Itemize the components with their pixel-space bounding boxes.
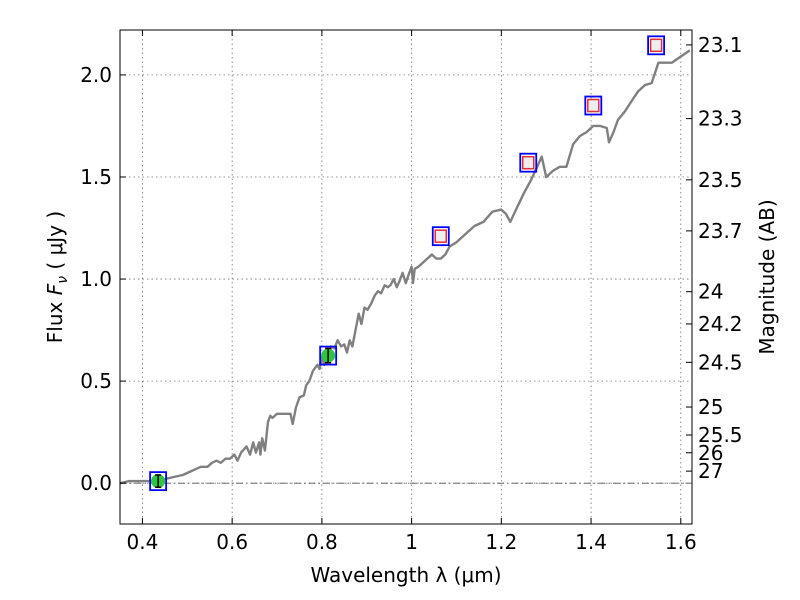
y2-tick-label: 25: [698, 395, 723, 419]
upper-limit-marker: [587, 98, 600, 113]
y2-tick-label: 24.2: [698, 312, 743, 336]
plot-frame: [119, 29, 693, 525]
series-group: [119, 49, 691, 485]
upper-limit-marker: [434, 229, 448, 243]
model-flux-marker: [519, 152, 538, 173]
y2-tick-label: 24.5: [698, 350, 743, 374]
y-tick-label: 0.0: [80, 471, 112, 495]
y-tick-label: 2.0: [80, 63, 112, 87]
spectrum-line: [119, 49, 691, 485]
model-flux-marker: [647, 35, 666, 56]
y-tick-label: 1.5: [80, 165, 112, 189]
marker-group: [149, 35, 666, 492]
y2-tick-label: 23.7: [698, 219, 743, 243]
x-tick-label: 1.2: [485, 530, 517, 554]
upper-limit-marker: [649, 38, 663, 53]
grid-lines: [120, 30, 692, 524]
model-flux-marker: [584, 95, 603, 116]
y-axis-label-subscript: ν: [55, 276, 71, 284]
model-flux-marker: [319, 345, 338, 366]
y-axis-label-prefix: Flux: [43, 295, 67, 343]
y2-tick-label: 24: [698, 280, 723, 304]
y-tick-label: 0.5: [80, 369, 112, 393]
y2-tick-label: 23.5: [698, 168, 743, 192]
x-tick-label: 0.6: [216, 530, 248, 554]
y-tick-label: 1.0: [80, 267, 112, 291]
y2-axis-label: Magnitude (AB): [755, 199, 779, 354]
y2-tick-label: 27: [698, 459, 723, 483]
tick-group: 0.4 0.6 0.8 1 1.2 1.4 1.6 0.0 0.5 1.0 1.5 2.0 23.1 23…: [80, 30, 743, 554]
x-axis-label: Wavelength λ (μm): [310, 563, 501, 587]
x-tick-label: 1.6: [665, 530, 697, 554]
x-tick-label: 1.4: [575, 530, 607, 554]
y-axis-label: Flux Fν ( μJy ): [43, 211, 71, 343]
y2-tick-label: 23.3: [698, 107, 743, 131]
x-tick-label: 0.8: [306, 530, 338, 554]
y2-tick-label: 23.1: [698, 33, 743, 57]
model-flux-marker: [431, 226, 450, 247]
y-axis-label-units: ( μJy ): [43, 211, 67, 276]
x-tick-label: 1: [405, 530, 418, 554]
x-tick-label: 0.4: [127, 530, 159, 554]
model-flux-marker: [149, 471, 168, 492]
y-axis-label-symbol: F: [43, 283, 67, 295]
y2-tick-label: 25.5: [698, 423, 743, 447]
y2-tick-label: 26: [698, 441, 723, 465]
upper-limit-marker: [522, 155, 535, 170]
